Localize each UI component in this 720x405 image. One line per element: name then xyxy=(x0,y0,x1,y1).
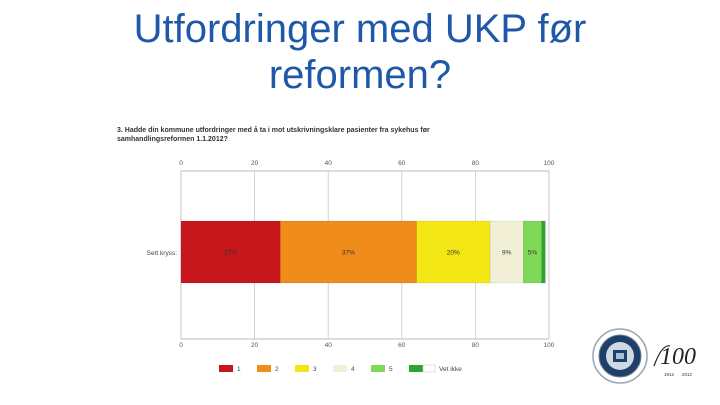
legend-swatch xyxy=(371,365,385,372)
data-label: 20% xyxy=(447,250,460,257)
data-label: 5% xyxy=(528,250,538,257)
slide-title-line1: Utfordringer med UKP før xyxy=(133,7,587,51)
legend-swatch xyxy=(257,365,271,372)
anniversary-logo: 100 1912 2012 xyxy=(592,324,712,388)
legend-swatch xyxy=(333,365,347,372)
legend-label: 1 xyxy=(237,366,241,373)
anniversary-year-end: 2012 xyxy=(682,372,693,377)
anniversary-number: 100 xyxy=(660,344,696,370)
top-tick-label: 20 xyxy=(251,160,259,167)
legend-label: Vet ikke xyxy=(439,366,462,373)
stacked-bar: 27% 37% 20% 9% 5% xyxy=(180,220,546,284)
data-label: 27% xyxy=(224,250,237,257)
legend-label: 3 xyxy=(313,366,317,373)
bottom-tick-label: 100 xyxy=(544,342,555,349)
bottom-tick-label: 40 xyxy=(325,342,333,349)
slide-title-line2: reformen? xyxy=(268,53,452,97)
legend-label: 5 xyxy=(389,366,393,373)
bottom-tick-label: 0 xyxy=(179,342,183,349)
legend-label: 2 xyxy=(275,366,279,373)
legend-swatch xyxy=(422,364,436,373)
top-tick-label: 80 xyxy=(472,160,480,167)
top-axis-ticks: 0 20 40 60 80 100 xyxy=(179,160,555,167)
legend-swatch xyxy=(219,365,233,372)
legend-label: 4 xyxy=(351,366,355,373)
data-label: 37% xyxy=(342,250,355,257)
bottom-axis-ticks: 0 20 40 60 80 100 xyxy=(179,342,555,349)
data-label: 9% xyxy=(502,250,512,257)
chart-legend: 123456Vet ikke xyxy=(219,364,462,373)
bottom-tick-label: 60 xyxy=(398,342,406,349)
slide-title: Utfordringer med UKP før reformen? xyxy=(0,6,720,98)
seal-emblem xyxy=(592,328,648,384)
top-tick-label: 40 xyxy=(325,160,333,167)
legend-swatch xyxy=(409,365,423,372)
top-tick-label: 60 xyxy=(398,160,406,167)
bar-segment-4 xyxy=(489,220,524,284)
chart-title-line2: samhandlingsreformen 1.1.2012? xyxy=(117,136,228,143)
bottom-tick-label: 80 xyxy=(472,342,480,349)
category-label: Sett kryss: xyxy=(147,250,178,257)
chart-svg: 3. Hadde din kommune utfordringer med å … xyxy=(117,126,555,373)
anniversary-swash xyxy=(653,345,671,367)
legend-swatch xyxy=(295,365,309,372)
survey-chart: 3. Hadde din kommune utfordringer med å … xyxy=(107,115,577,383)
bar-segment-6 xyxy=(541,220,546,284)
bar-segment-5 xyxy=(522,220,542,284)
bar-segment-3 xyxy=(416,220,491,284)
bar-segment-2 xyxy=(280,220,417,284)
logo-svg: 100 1912 2012 xyxy=(592,328,696,384)
chart-title-line1: 3. Hadde din kommune utfordringer med å … xyxy=(117,126,430,134)
top-tick-label: 100 xyxy=(544,160,555,167)
top-tick-label: 0 xyxy=(179,160,183,167)
anniversary-year-start: 1912 xyxy=(664,372,675,377)
bottom-tick-label: 20 xyxy=(251,342,259,349)
